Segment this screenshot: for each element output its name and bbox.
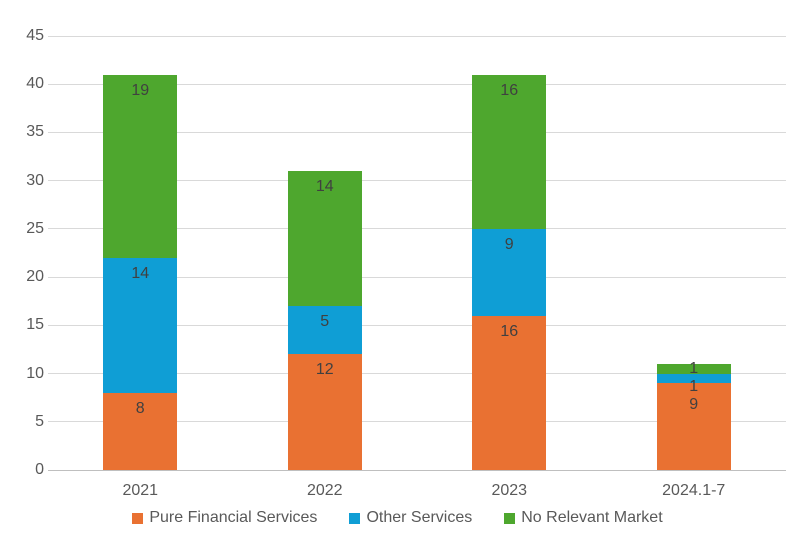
y-tick-label: 5 [35, 412, 44, 430]
legend-item-pure-financial-services: Pure Financial Services [132, 508, 317, 528]
legend-label: No Relevant Market [521, 509, 663, 526]
segment-data-label: 16 [500, 322, 519, 340]
y-tick-label: 40 [26, 75, 44, 93]
legend-item-no-relevant-market: No Relevant Market [504, 508, 663, 528]
x-tick-label: 2021 [122, 482, 159, 499]
bar-segment-other-services [472, 228, 547, 316]
legend-swatch-icon [504, 512, 516, 524]
y-tick-label: 45 [26, 27, 44, 44]
y-tick-label: 15 [26, 316, 44, 334]
segment-data-label: 8 [135, 399, 145, 417]
chart-legend: Pure Financial Services Other Services No … [0, 508, 795, 528]
y-tick-label: 30 [26, 171, 44, 189]
bar-segment-pure-financial-services [287, 354, 362, 470]
x-tick-label: 2024.1-7 [662, 482, 726, 499]
segment-data-label: 16 [500, 81, 519, 99]
segment-data-label: 9 [689, 395, 699, 413]
segment-data-label: 1 [689, 377, 699, 395]
bar-segment-no-relevant-market [103, 74, 178, 258]
bar-segment-pure-financial-services [103, 392, 178, 470]
segment-data-label: 5 [320, 313, 330, 331]
gridline [48, 228, 786, 230]
bar-segment-pure-financial-services [656, 383, 731, 470]
x-tick-label: 2023 [491, 482, 528, 499]
gridline [48, 421, 786, 423]
segment-data-label: 9 [504, 235, 514, 253]
bar-segment-no-relevant-market [472, 74, 547, 229]
y-tick-label: 35 [26, 123, 44, 141]
bar-segment-other-services [656, 373, 731, 384]
bar-segment-other-services [287, 306, 362, 355]
bar-segment-other-services [103, 257, 178, 393]
gridline [48, 373, 786, 375]
legend-label: Pure Financial Services [149, 509, 318, 526]
y-tick-label: 25 [26, 219, 44, 237]
segment-data-label: 1 [689, 359, 699, 377]
x-axis-line [48, 469, 786, 471]
y-tick-label: 10 [26, 364, 44, 382]
gridline [48, 131, 786, 133]
bar-segment-no-relevant-market [656, 363, 731, 374]
segment-data-label: 19 [131, 81, 150, 99]
y-tick-label: 0 [35, 461, 44, 478]
legend-swatch-icon [132, 512, 144, 524]
gridline [48, 276, 786, 278]
gridline [48, 324, 786, 326]
segment-data-label: 14 [131, 264, 150, 282]
x-tick-label: 2022 [306, 482, 343, 499]
y-tick-label: 20 [26, 268, 44, 286]
legend-item-other-services: Other Services [349, 508, 472, 528]
bar-segment-no-relevant-market [287, 171, 362, 307]
legend-label: Other Services [366, 509, 473, 526]
segment-data-label: 14 [315, 178, 334, 196]
segment-data-label: 12 [315, 361, 334, 379]
legend-swatch-icon [349, 512, 361, 524]
bar-segment-pure-financial-services [472, 315, 547, 470]
gridline [48, 180, 786, 182]
gridline [48, 35, 786, 37]
gridline [48, 83, 786, 85]
